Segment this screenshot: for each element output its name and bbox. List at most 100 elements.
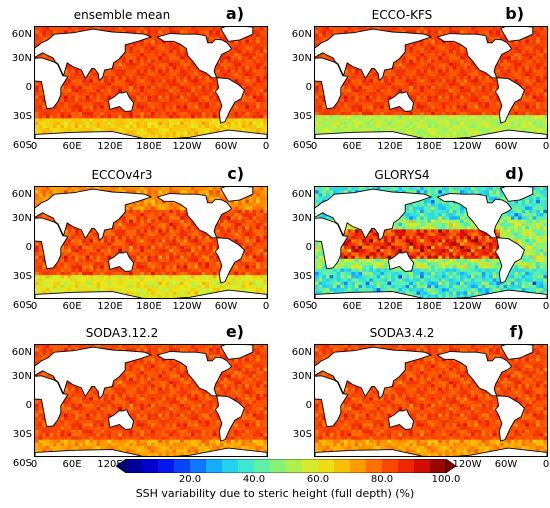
field-cell <box>481 108 486 113</box>
field-cell <box>467 92 472 97</box>
field-cell <box>205 75 210 80</box>
field-cell <box>412 121 418 126</box>
field-cell <box>205 79 210 84</box>
field-cell <box>492 105 497 110</box>
field-cell <box>85 75 90 80</box>
field-cell <box>245 56 250 61</box>
field-cell <box>489 121 494 126</box>
field-cell <box>248 43 254 48</box>
field-cell <box>365 92 370 97</box>
field-cell <box>412 75 418 80</box>
field-cell <box>329 27 334 31</box>
field-cell <box>398 72 403 77</box>
field-cell <box>205 187 210 191</box>
field-cell <box>358 111 363 116</box>
field-cell <box>318 121 323 126</box>
field-cell <box>96 187 101 191</box>
field-cell <box>67 98 72 103</box>
field-cell <box>434 121 439 126</box>
field-cell <box>169 102 174 106</box>
field-cell <box>412 102 418 106</box>
field-cell <box>103 27 109 31</box>
field-cell <box>245 85 250 90</box>
field-cell <box>358 92 363 97</box>
field-cell <box>514 53 519 57</box>
field-cell <box>460 118 465 123</box>
field-cell <box>230 46 235 51</box>
field-cell <box>528 128 534 133</box>
field-cell <box>89 89 94 93</box>
field-cell <box>38 213 43 217</box>
field-cell <box>431 40 436 44</box>
field-cell <box>161 27 167 31</box>
field-cell <box>420 69 425 74</box>
field-cell <box>528 72 534 77</box>
field-cell <box>405 66 410 71</box>
field-cell <box>383 72 389 77</box>
field-cell <box>125 131 130 136</box>
field-cell <box>259 53 264 57</box>
longitude-tick-label: 120W <box>452 141 482 152</box>
field-cell <box>35 36 40 41</box>
field-cell <box>172 75 177 80</box>
field-cell <box>373 92 378 97</box>
field-cell <box>394 108 399 113</box>
field-cell <box>259 72 264 77</box>
latitude-tick-label: 30N <box>11 53 32 64</box>
field-cell <box>441 30 447 35</box>
field-cell <box>111 72 116 77</box>
field-cell <box>147 59 152 64</box>
field-cell <box>78 98 83 103</box>
field-cell <box>412 46 418 51</box>
field-cell <box>219 66 225 71</box>
field-cell <box>449 49 454 54</box>
field-cell <box>427 43 432 48</box>
field-cell <box>536 82 541 87</box>
field-cell <box>427 33 432 38</box>
field-cell <box>125 82 130 87</box>
field-cell <box>158 134 163 138</box>
field-cell <box>380 92 385 97</box>
field-cell <box>248 213 254 217</box>
field-cell <box>245 98 250 103</box>
field-cell <box>438 102 443 106</box>
field-cell <box>53 121 58 126</box>
field-cell <box>263 92 267 97</box>
field-cell <box>103 121 109 126</box>
field-cell <box>460 59 465 64</box>
field-cell <box>161 187 167 191</box>
field-cell <box>82 85 87 90</box>
field-cell <box>420 62 425 67</box>
field-cell <box>172 43 177 48</box>
field-cell <box>35 92 40 97</box>
field-cell <box>38 111 43 116</box>
field-cell <box>438 89 443 93</box>
field-cell <box>38 40 43 44</box>
field-cell <box>441 124 447 129</box>
field-cell <box>492 79 497 84</box>
field-cell <box>230 213 235 217</box>
field-cell <box>172 98 177 103</box>
field-cell <box>245 82 250 87</box>
field-cell <box>122 30 127 35</box>
field-cell <box>216 121 221 126</box>
field-cell <box>532 59 537 64</box>
field-cell <box>111 108 116 113</box>
field-cell <box>136 131 141 136</box>
field-cell <box>383 89 389 93</box>
field-cell <box>129 128 134 133</box>
field-cell <box>53 190 58 195</box>
field-cell <box>536 75 541 80</box>
field-cell <box>114 66 119 71</box>
field-cell <box>438 124 443 129</box>
field-cell <box>238 69 243 74</box>
field-cell <box>183 53 188 57</box>
field-cell <box>151 111 156 116</box>
field-cell <box>387 85 392 90</box>
field-cell <box>539 89 544 93</box>
field-cell <box>398 82 403 87</box>
field-cell <box>438 95 443 100</box>
field-cell <box>358 95 363 100</box>
field-cell <box>158 193 163 198</box>
field-cell <box>60 27 65 31</box>
